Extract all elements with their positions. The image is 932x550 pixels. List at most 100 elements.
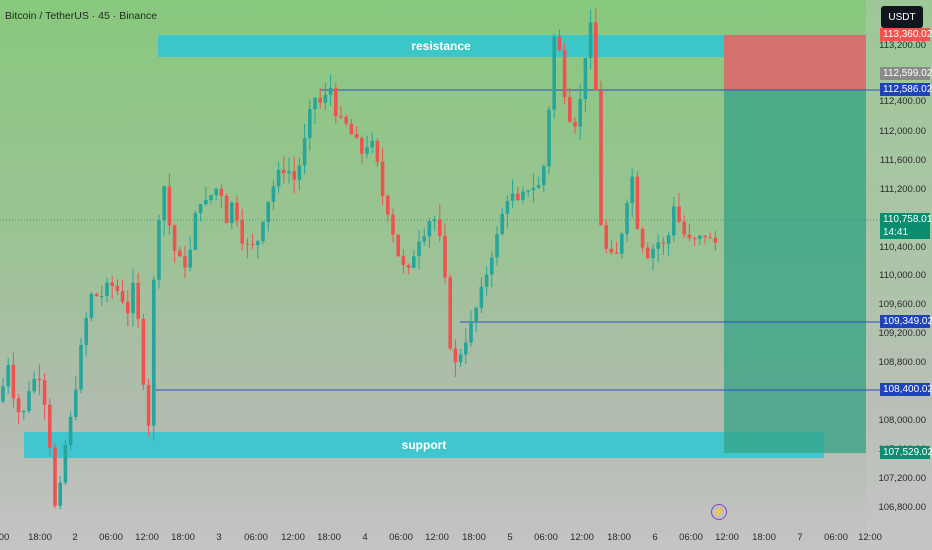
candle	[427, 217, 432, 248]
candle-body	[198, 204, 203, 213]
candle	[370, 131, 374, 154]
current-price-badge: 110,758.01	[880, 213, 932, 226]
candle-body	[79, 344, 83, 390]
candle	[74, 375, 78, 421]
candle	[172, 223, 177, 263]
candle-body	[583, 57, 588, 100]
candle-body	[183, 256, 187, 268]
candle	[250, 233, 255, 250]
candle-body	[297, 165, 302, 180]
candle-body	[391, 214, 395, 235]
candle-body	[682, 221, 686, 235]
candle	[630, 168, 634, 218]
candle	[412, 250, 416, 269]
time-axis-tick-partial: 00	[0, 532, 9, 543]
candle	[79, 337, 83, 394]
candle-body	[417, 241, 421, 257]
candle-body	[427, 221, 432, 237]
candle-body	[89, 293, 94, 318]
candle	[516, 186, 520, 202]
candle-body	[141, 318, 146, 385]
time-axis-tick: 18:00	[462, 532, 486, 543]
symbol-title[interactable]: Bitcoin / TetherUS · 45 · Binance	[5, 10, 158, 22]
candle-body	[505, 200, 510, 214]
resistance-zone	[158, 35, 724, 57]
candle-body	[562, 50, 567, 98]
candle-body	[531, 188, 536, 191]
candle	[703, 235, 707, 245]
candle	[620, 232, 624, 259]
candle-body	[588, 22, 593, 58]
candle	[573, 117, 577, 134]
candle-body	[625, 203, 629, 234]
candle-body	[354, 134, 359, 139]
candle	[526, 189, 530, 198]
candle-body	[568, 97, 572, 122]
candle	[276, 161, 281, 193]
candle	[292, 156, 296, 194]
candle	[490, 251, 494, 288]
candle-body	[573, 121, 577, 127]
candle-body	[224, 195, 229, 224]
candle-body	[422, 236, 426, 242]
candle	[328, 74, 333, 106]
candle	[126, 290, 130, 327]
candle-body	[412, 256, 416, 268]
candle	[100, 285, 104, 307]
candle-body	[557, 36, 562, 51]
candle	[661, 236, 666, 255]
candle	[84, 311, 88, 357]
candle	[578, 84, 582, 140]
candle	[406, 263, 411, 275]
candle	[417, 230, 421, 270]
candle-body	[448, 277, 452, 349]
time-axis-tick: 18:00	[171, 532, 195, 543]
candle	[89, 291, 94, 322]
candle-body	[245, 243, 250, 245]
candle	[479, 277, 484, 314]
candle	[588, 9, 593, 70]
lightning-icon[interactable]: ⚡	[711, 504, 727, 520]
time-axis-tick: 5	[507, 532, 512, 543]
candle-body	[292, 171, 296, 180]
candle	[230, 201, 234, 230]
candle-body	[22, 411, 26, 413]
candle-body	[479, 286, 484, 308]
candle	[193, 210, 198, 251]
candle	[271, 180, 276, 211]
candle-body	[594, 22, 598, 91]
candle-body	[63, 444, 68, 483]
time-axis-tick: 6	[652, 532, 657, 543]
time-axis-tick: 12:00	[425, 532, 449, 543]
candle-body	[42, 380, 47, 405]
candle-body	[100, 296, 104, 298]
candle-body	[235, 202, 239, 221]
candle	[167, 173, 172, 235]
candle-body	[37, 378, 42, 381]
candle	[386, 193, 390, 223]
candle-body	[94, 293, 99, 297]
candle	[609, 239, 614, 255]
currency-button[interactable]: USDT	[881, 6, 923, 28]
candle-body	[661, 242, 666, 244]
candle	[713, 230, 718, 252]
candle-body	[500, 213, 504, 235]
candle	[68, 411, 73, 451]
candle	[308, 99, 312, 151]
candle-body	[375, 140, 380, 162]
candle	[464, 328, 468, 365]
candle-body	[27, 391, 31, 412]
candle-body	[204, 199, 208, 205]
candle-body	[396, 234, 400, 257]
candle-body	[318, 97, 322, 103]
price-axis-tick: 109,600.00	[878, 299, 926, 310]
level-high-badge: 112,586.02	[880, 83, 932, 96]
candle-body	[406, 265, 411, 268]
candle-body	[1, 386, 5, 402]
candle	[360, 135, 364, 164]
candle-body	[604, 225, 608, 249]
candle-body	[521, 191, 525, 200]
candle-body	[302, 138, 307, 166]
